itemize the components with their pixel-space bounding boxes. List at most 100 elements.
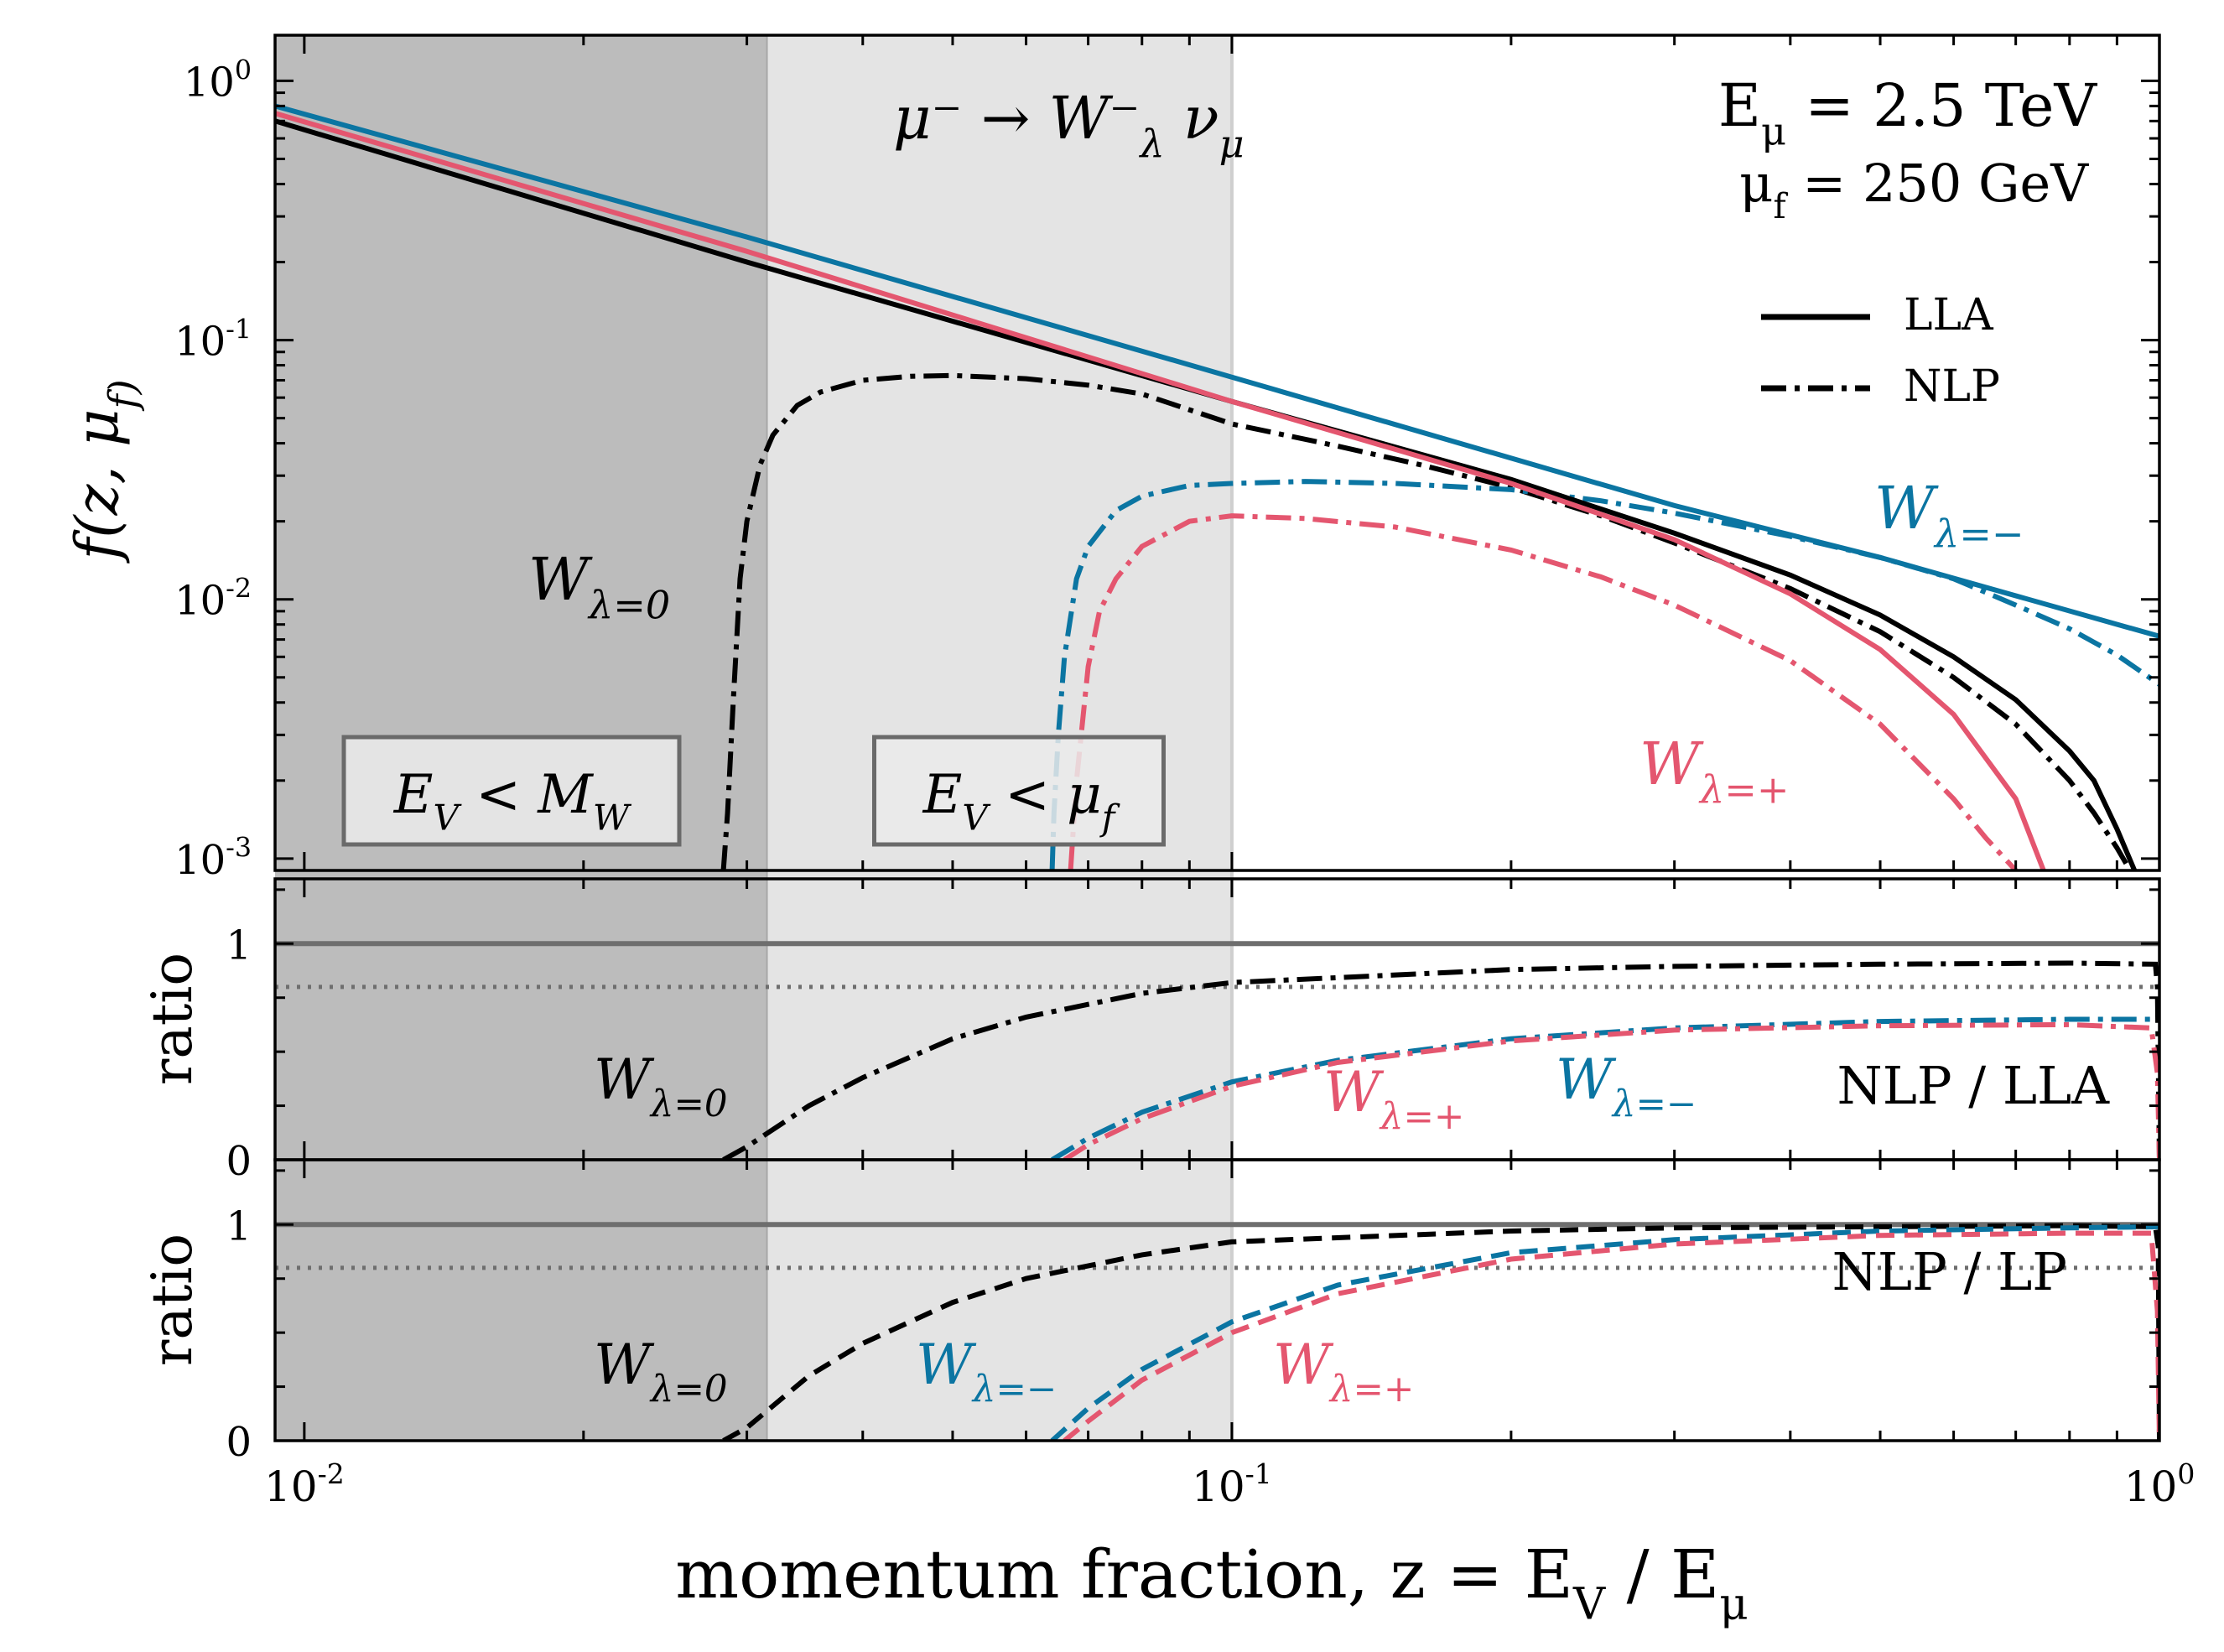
label-text: 10 xyxy=(184,59,235,106)
legend-label-nlp: NLP xyxy=(1904,361,2000,412)
series-line-bottom-dashed-blue xyxy=(1050,1223,2159,1441)
label-text: W xyxy=(528,545,593,614)
label-text: = 2.5 TeV xyxy=(1786,71,2097,140)
label-text: momentum fraction, z = E xyxy=(675,1535,1573,1613)
energy-annotation: Eμ = 2.5 TeV xyxy=(1718,71,2098,153)
y-axis-label-top: f(z, μf) xyxy=(63,379,145,564)
axis-ticks xyxy=(275,35,2161,1442)
panel-label-middle: NLP / LLA xyxy=(1837,1055,2110,1116)
label-subscript: λ=0 xyxy=(587,582,670,627)
y-tick-label-top: 10-3 xyxy=(174,834,252,884)
series-line-top-dash-dot-pink xyxy=(1068,513,2018,870)
label-subscript: V xyxy=(433,797,462,838)
label-text: 10 xyxy=(1192,1462,1245,1511)
label-subscript: V xyxy=(962,797,991,838)
label-text: ratio xyxy=(140,953,205,1085)
label-text: 10 xyxy=(264,1462,318,1511)
label-subscript: λ=+ xyxy=(1698,766,1790,812)
series-line-middle-dash-dot-pink xyxy=(1063,1021,2159,1160)
label-text: 10 xyxy=(2124,1462,2178,1511)
series-label-w0-middle: Wλ=0 xyxy=(594,1047,728,1125)
x-tick-label: 10-1 xyxy=(1192,1457,1272,1511)
series-line-top-dash-dot-black xyxy=(720,372,2133,870)
label-superscript: -3 xyxy=(226,834,252,864)
y-axis-label-middle: ratio xyxy=(140,953,205,1085)
series-label-wminus-middle: Wλ=− xyxy=(1556,1047,1697,1125)
y-tick-label-middle: 1 xyxy=(226,922,252,969)
y-tick-label-bottom: 0 xyxy=(226,1419,252,1466)
series-label-wminus-top: Wλ=− xyxy=(1874,474,2024,556)
label-text: W xyxy=(1556,1047,1617,1112)
label-text: W xyxy=(594,1333,655,1397)
label-subscript: V xyxy=(1572,1579,1606,1630)
label-text: 10 xyxy=(174,319,226,366)
label-text: 10 xyxy=(174,837,226,884)
region-label-muf-box xyxy=(872,735,1166,847)
label-text: W xyxy=(1874,474,1939,543)
label-subscript: μ xyxy=(1761,108,1786,153)
x-axis-label: momentum fraction, z = EV / Eμ xyxy=(675,1535,1748,1630)
label-superscript: -2 xyxy=(226,574,252,605)
label-subscript: f) xyxy=(100,379,145,411)
y-tick-label-top: 10-2 xyxy=(174,574,252,625)
label-text: W xyxy=(1323,1060,1385,1125)
label-subscript: λ=− xyxy=(971,1369,1057,1410)
label-text: W xyxy=(916,1333,977,1397)
label-superscript: 0 xyxy=(235,55,252,86)
y-tick-label-top: 10-1 xyxy=(174,314,252,365)
label-text: = 250 GeV xyxy=(1786,153,2090,214)
label-text: W xyxy=(594,1047,655,1112)
axes-frames xyxy=(273,34,2161,1442)
label-text: < M xyxy=(459,764,594,826)
label-text: ν xyxy=(1165,84,1219,153)
series-line-bottom-dashed-pink xyxy=(1063,1230,2159,1441)
series-label-w0-bottom: Wλ=0 xyxy=(594,1333,728,1410)
label-superscript: -1 xyxy=(1245,1457,1272,1490)
label-subscript: μ xyxy=(1719,1579,1748,1630)
label-text: E xyxy=(393,764,434,826)
series-label-w0-top: Wλ=0 xyxy=(528,545,670,627)
series-label-wplus-top: Wλ=+ xyxy=(1639,730,1790,812)
label-subscript: W xyxy=(593,797,632,838)
label-text: < μ xyxy=(988,764,1102,826)
panel-label-bottom: NLP / LP xyxy=(1832,1241,2067,1302)
series-line-bottom-dashed-black xyxy=(722,1223,2159,1441)
region-label-muf: EV < μf xyxy=(922,764,1120,838)
label-text: W xyxy=(1639,730,1704,798)
scale-annotation: μf = 250 GeV xyxy=(1739,153,2089,226)
label-superscript: -1 xyxy=(226,314,252,345)
label-subscript: λ=− xyxy=(1611,1083,1697,1125)
label-text: μ⁻ → W⁻ xyxy=(893,84,1141,153)
label-text: 10 xyxy=(174,578,226,625)
label-text: f(z, μ xyxy=(63,409,132,564)
label-text: μ xyxy=(1739,153,1773,214)
label-text: W xyxy=(1273,1333,1334,1397)
legend-label-lla: LLA xyxy=(1904,290,1994,340)
region-label-mw-box xyxy=(341,735,682,847)
series-label-wplus-bottom: Wλ=+ xyxy=(1273,1333,1414,1410)
label-subscript: λ=− xyxy=(1933,511,2024,556)
label-superscript: -2 xyxy=(318,1457,345,1490)
label-subscript: λ=+ xyxy=(1379,1096,1465,1138)
series-line-top-solid-pink xyxy=(275,111,2046,870)
label-text: / E xyxy=(1605,1535,1719,1613)
series-line-top-dash-dot-blue xyxy=(1049,479,2159,870)
label-subscript: λ xyxy=(1139,121,1165,166)
label-text: E xyxy=(922,764,963,826)
panel-title: μ⁻ → W⁻λ νμ xyxy=(893,84,1245,166)
axes-frame-bottom xyxy=(273,1158,2161,1442)
y-tick-label-bottom: 1 xyxy=(226,1203,252,1249)
label-subscript: λ=0 xyxy=(649,1083,728,1125)
y-tick-label-middle: 0 xyxy=(226,1138,252,1185)
x-tick-label: 100 xyxy=(2124,1457,2195,1511)
x-tick-label: 10-2 xyxy=(264,1457,345,1511)
label-subscript: μ xyxy=(1219,121,1245,166)
series-label-wplus-middle: Wλ=+ xyxy=(1323,1060,1464,1138)
label-subscript: λ=0 xyxy=(649,1369,728,1410)
series-label-wminus-bottom: Wλ=− xyxy=(916,1333,1057,1410)
region-label-mw: EV < MW xyxy=(393,764,632,838)
label-subscript: f xyxy=(1773,186,1788,226)
label-superscript: 0 xyxy=(2177,1457,2195,1490)
